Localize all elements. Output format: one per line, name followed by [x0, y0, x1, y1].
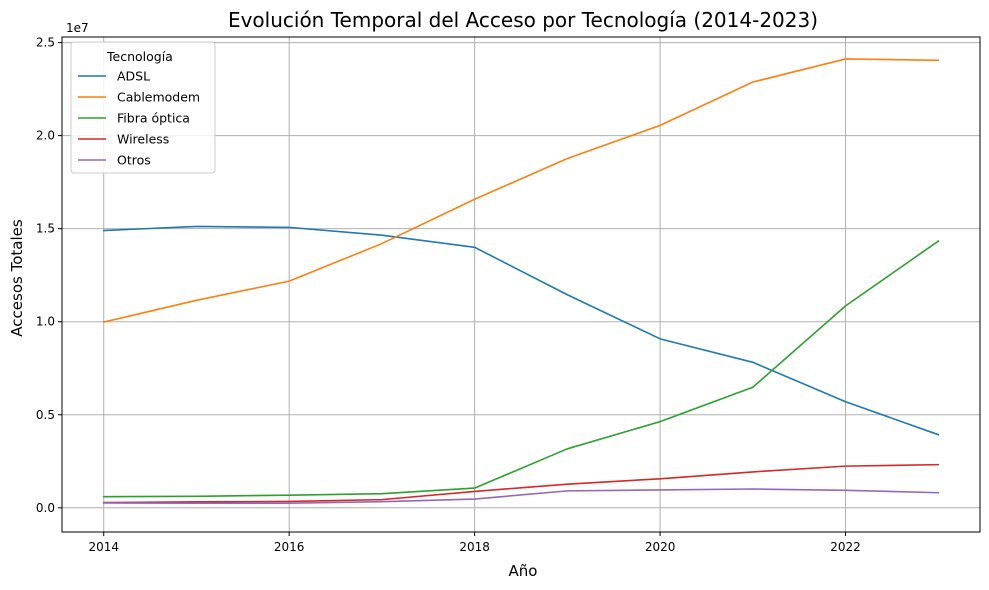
series-line-wireless — [102, 463, 940, 504]
legend-label-adsl: ADSL — [117, 69, 150, 84]
y-tick-label: 2.0 — [36, 129, 55, 143]
series-line-otros — [102, 488, 940, 504]
x-axis-ticks: 2014 2016 2018 2020 2022 — [88, 532, 861, 554]
legend-label-cablemodem: Cablemodem — [117, 90, 200, 105]
x-axis-label: Año — [509, 562, 538, 580]
x-tick-label: 2014 — [88, 540, 119, 554]
y-tick-label: 1.5 — [36, 222, 55, 236]
x-tick-label: 2018 — [459, 540, 490, 554]
y-axis-label: Accesos Totales — [8, 219, 26, 337]
y-tick-label: 1.0 — [36, 315, 55, 329]
legend-frame — [70, 41, 216, 174]
x-tick-label: 2022 — [830, 540, 861, 554]
series-line-adsl — [102, 225, 940, 436]
x-tick-label: 2016 — [274, 540, 305, 554]
plot-area-frame — [61, 36, 981, 533]
legend-label-otros: Otros — [117, 153, 151, 168]
legend-label-wireless: Wireless — [117, 132, 169, 147]
y-axis-ticks: 0.0 0.5 1.0 1.5 2.0 2.5 — [36, 36, 62, 515]
series-line-cablemodem — [102, 58, 940, 324]
legend-title: Tecnología — [106, 49, 173, 64]
legend-label-fibra-ptica: Fibra óptica — [117, 111, 190, 126]
chart-title: Evolución Temporal del Acceso por Tecnol… — [228, 8, 818, 32]
y-axis-offset-label: 1e7 — [66, 21, 89, 35]
y-tick-label: 2.5 — [36, 36, 55, 50]
x-tick-label: 2020 — [645, 540, 676, 554]
y-tick-label: 0.5 — [36, 408, 55, 422]
series-lines — [102, 58, 940, 504]
legend: Tecnología ADSL Cablemodem Fibra óptica Wir… — [70, 41, 216, 174]
grid — [62, 37, 980, 532]
series-line-fibra-ptica — [102, 240, 940, 498]
y-tick-label: 0.0 — [36, 501, 55, 515]
